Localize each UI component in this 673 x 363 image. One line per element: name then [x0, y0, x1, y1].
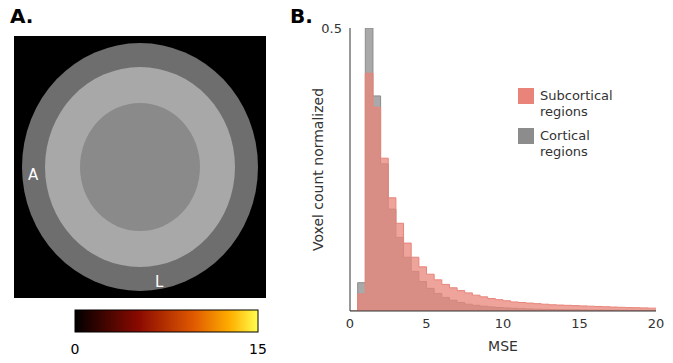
svg-text:0.5: 0.5	[321, 21, 342, 36]
html-text:A.: A.	[10, 4, 34, 28]
html-text:Subcortical regions: Subcortical regions	[540, 88, 613, 119]
svg-text:5: 5	[422, 316, 430, 331]
svg-text:20: 20	[648, 316, 665, 331]
html-text:B.: B.	[290, 4, 313, 28]
svg-text:15: 15	[571, 316, 588, 331]
svg-text:Voxel count normalized: Voxel count normalized	[310, 88, 326, 251]
svg-text:MSE: MSE	[488, 338, 518, 354]
svg-text:10: 10	[495, 316, 512, 331]
html-text:Cortical regions: Cortical regions	[540, 128, 590, 159]
svg-text:0: 0	[71, 341, 80, 357]
svg-text:0: 0	[346, 316, 354, 331]
svg-text:A: A	[28, 166, 39, 184]
svg-text:15: 15	[249, 341, 267, 357]
svg-text:L: L	[155, 273, 164, 291]
